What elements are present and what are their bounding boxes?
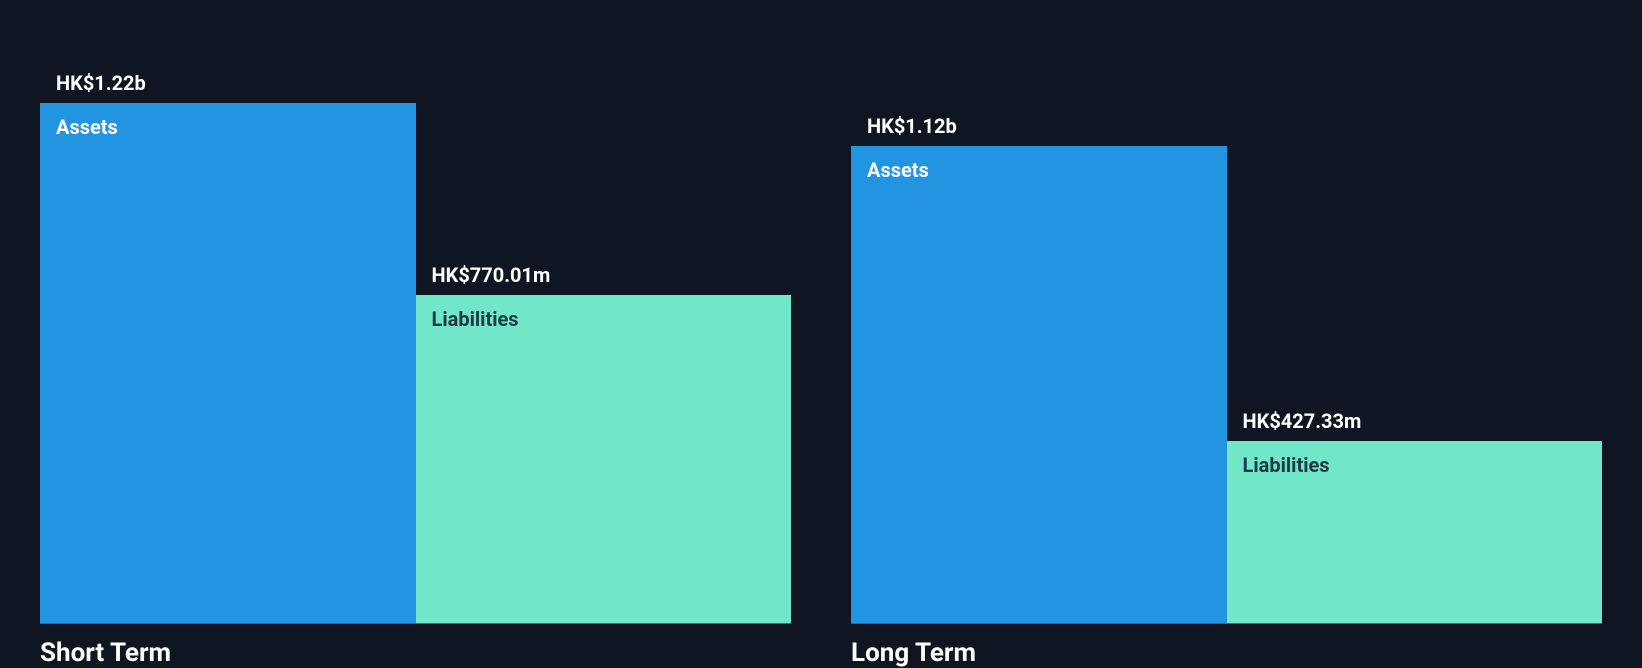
group-long-term: HK$1.12b Assets HK$427.33m Liabilities L… <box>851 0 1602 668</box>
balance-chart: HK$1.22b Assets HK$770.01m Liabilities S… <box>0 0 1642 668</box>
group-short-term: HK$1.22b Assets HK$770.01m Liabilities S… <box>40 0 791 668</box>
value-label: HK$427.33m <box>1243 409 1362 433</box>
value-label: HK$1.12b <box>867 114 957 138</box>
bar-liabilities: HK$770.01m Liabilities <box>416 295 792 623</box>
bar-fill <box>851 146 1227 623</box>
bar-fill <box>40 103 416 623</box>
bars-area: HK$1.22b Assets HK$770.01m Liabilities <box>40 0 791 624</box>
value-label: HK$770.01m <box>432 263 551 287</box>
bar-liabilities: HK$427.33m Liabilities <box>1227 441 1603 623</box>
group-title: Long Term <box>851 638 1602 668</box>
value-label: HK$1.22b <box>56 71 146 95</box>
group-title: Short Term <box>40 638 791 668</box>
category-label: Liabilities <box>1243 453 1330 477</box>
category-label: Assets <box>867 158 929 182</box>
bar-assets: HK$1.22b Assets <box>40 103 416 623</box>
bar-fill <box>416 295 792 623</box>
category-label: Liabilities <box>432 307 519 331</box>
category-label: Assets <box>56 115 118 139</box>
bar-assets: HK$1.12b Assets <box>851 146 1227 623</box>
bars-area: HK$1.12b Assets HK$427.33m Liabilities <box>851 0 1602 624</box>
